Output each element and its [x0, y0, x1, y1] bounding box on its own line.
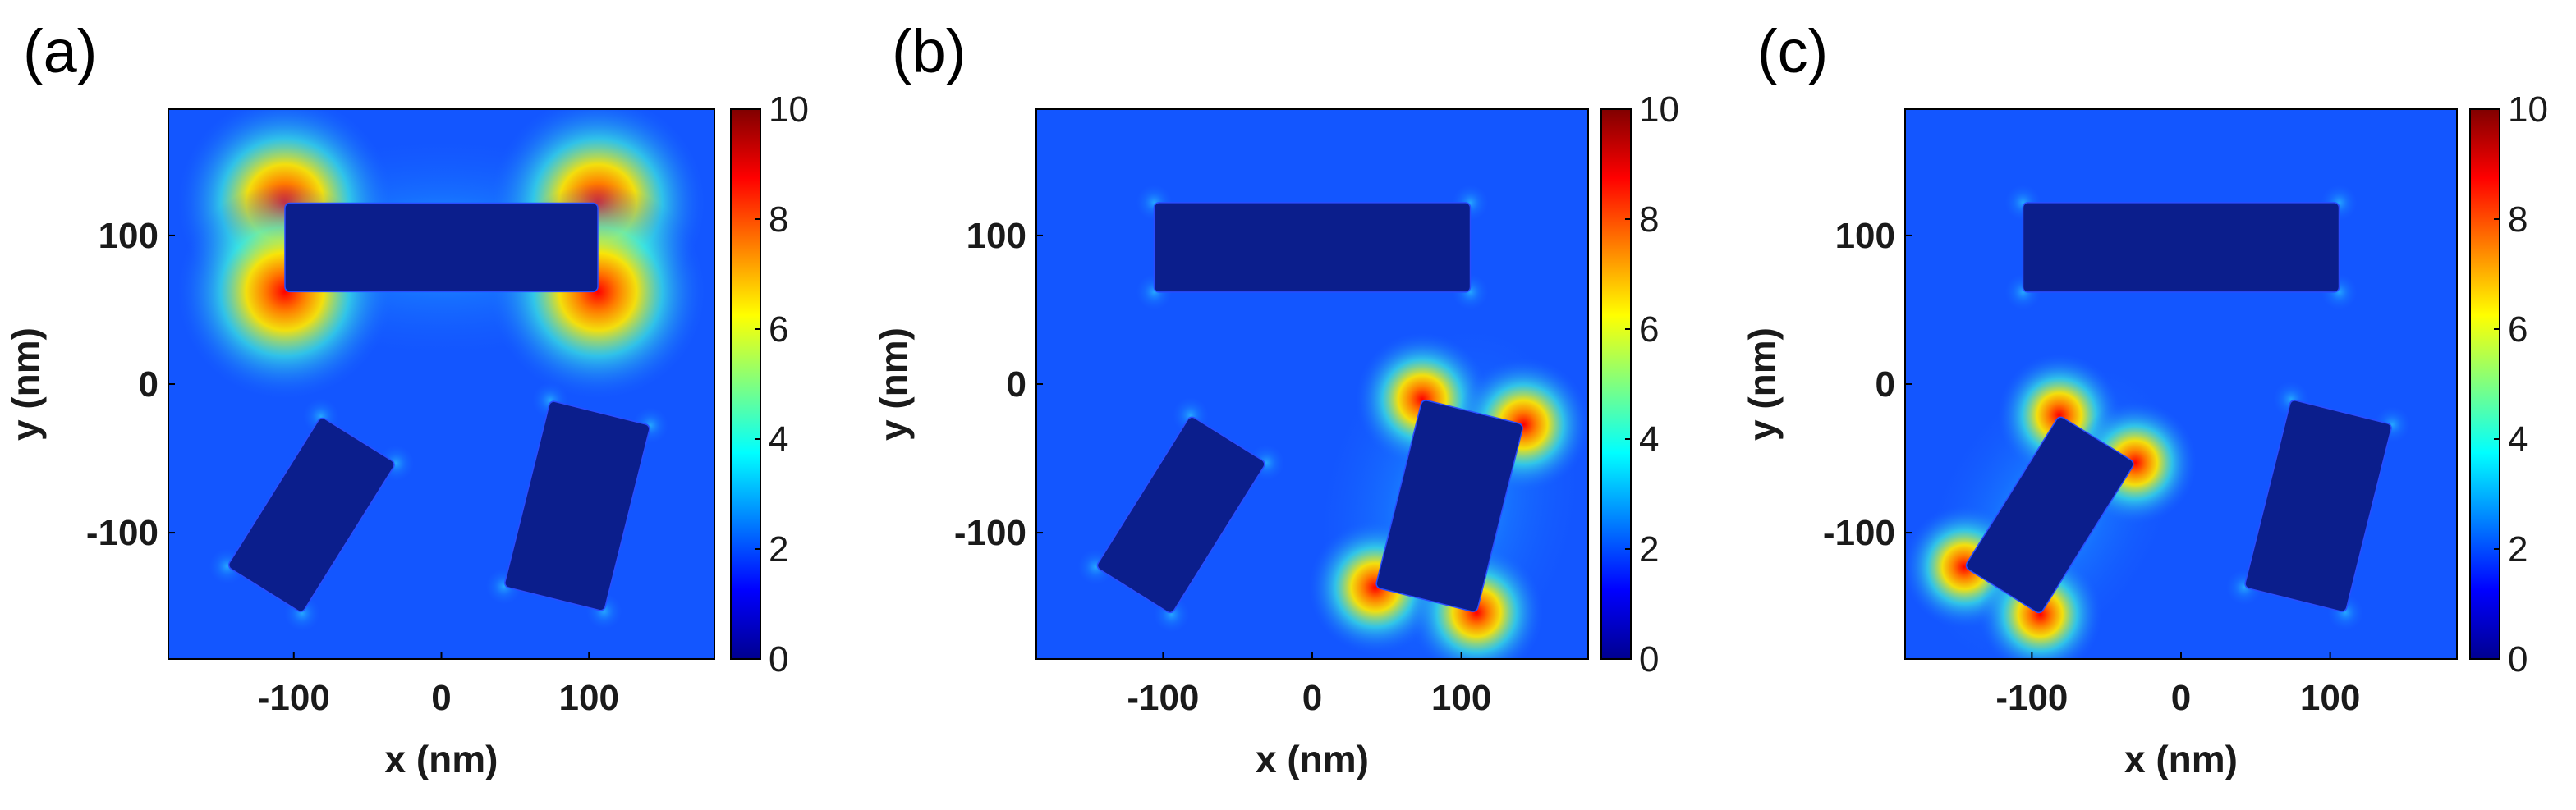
x-tick-label: 100 [1431, 678, 1491, 718]
x-tick-label: -100 [1995, 678, 2068, 718]
colorbar-tick-label: 8 [1639, 199, 1659, 240]
y-tick-label: 100 [99, 216, 158, 256]
y-tick-label: -100 [86, 513, 158, 553]
nanorod-1 [1153, 202, 1472, 293]
nanorod-3 [504, 400, 650, 611]
colorbar-tick-label: 0 [769, 639, 788, 680]
colorbar-tick-label: 10 [769, 89, 809, 130]
x-tick-label: -100 [1127, 678, 1199, 718]
colorbar-tick-label: 4 [1639, 419, 1659, 460]
colorbar-tick-label: 4 [769, 419, 788, 460]
panel-c: -100 0 100 -100 0 100 x (nm) y (nm) (c) 0 2 4 6 8 10 [1741, 17, 2548, 780]
x-tick-label: 0 [1302, 678, 1322, 718]
x-tick-label: 100 [2300, 678, 2360, 718]
colorbar: 0 2 4 6 8 10 [2469, 89, 2548, 680]
y-tick-label: 0 [1007, 364, 1026, 405]
nanorod-1 [2022, 202, 2340, 293]
colorbar-tick-label: 10 [1639, 89, 1679, 130]
x-axis-label: x (nm) [385, 738, 498, 780]
colorbar-tick-label: 8 [2508, 199, 2528, 240]
colorbar-tick-label: 0 [2508, 639, 2528, 680]
colorbar-gradient [2469, 108, 2500, 660]
panel-a: -100 0 100 -100 0 100 x (nm) y (nm) (a) 0 2 4 6 8 10 [4, 17, 809, 780]
panel-label: (c) [1757, 17, 1828, 85]
panel-b: -100 0 100 -100 0 100 x (nm) y (nm) (b) 0 2 4 6 8 10 [872, 17, 1679, 780]
colorbar-tick-label: 8 [769, 199, 788, 240]
nanorod-1 [284, 202, 599, 293]
y-axis-label: y (nm) [4, 327, 47, 441]
y-tick-label: 100 [1835, 216, 1895, 256]
colorbar-tick-label: 6 [1639, 309, 1659, 350]
panel-label: (a) [23, 17, 97, 85]
colorbar-tick-label: 2 [1639, 529, 1659, 570]
colorbar-tick-label: 2 [2508, 529, 2528, 570]
colorbar-gradient [730, 108, 761, 660]
y-tick-label: 100 [967, 216, 1026, 256]
colorbar-tick-label: 4 [2508, 419, 2528, 460]
nanorod-2 [1096, 416, 1265, 614]
panel-label: (b) [892, 17, 966, 85]
colorbar-tick-label: 10 [2508, 89, 2548, 130]
nanorod-3 [2244, 400, 2392, 612]
nanorod-2 [1965, 416, 2134, 614]
x-axis-label: x (nm) [1256, 738, 1369, 780]
colorbar-tick-label: 0 [1639, 639, 1659, 680]
y-tick-label: 0 [139, 364, 158, 405]
x-axis-label: x (nm) [2124, 738, 2238, 780]
x-tick-label: 100 [559, 678, 619, 718]
x-tick-label: 0 [2171, 678, 2191, 718]
x-tick-label: -100 [258, 678, 330, 718]
colorbar: 0 2 4 6 8 10 [1600, 89, 1679, 680]
colorbar-tick-label: 2 [769, 529, 788, 570]
colorbar-tick-label: 6 [2508, 309, 2528, 350]
y-tick-label: 0 [1876, 364, 1895, 405]
y-axis-label: y (nm) [872, 327, 915, 441]
colorbar: 0 2 4 6 8 10 [730, 89, 809, 680]
colorbar-tick-label: 6 [769, 309, 788, 350]
nanorod-3 [1375, 400, 1523, 612]
colorbar-gradient [1600, 108, 1632, 660]
y-tick-label: -100 [1823, 513, 1895, 553]
y-axis-label: y (nm) [1741, 327, 1784, 441]
nanorod-2 [227, 417, 395, 612]
y-tick-label: -100 [954, 513, 1026, 553]
x-tick-label: 0 [431, 678, 451, 718]
